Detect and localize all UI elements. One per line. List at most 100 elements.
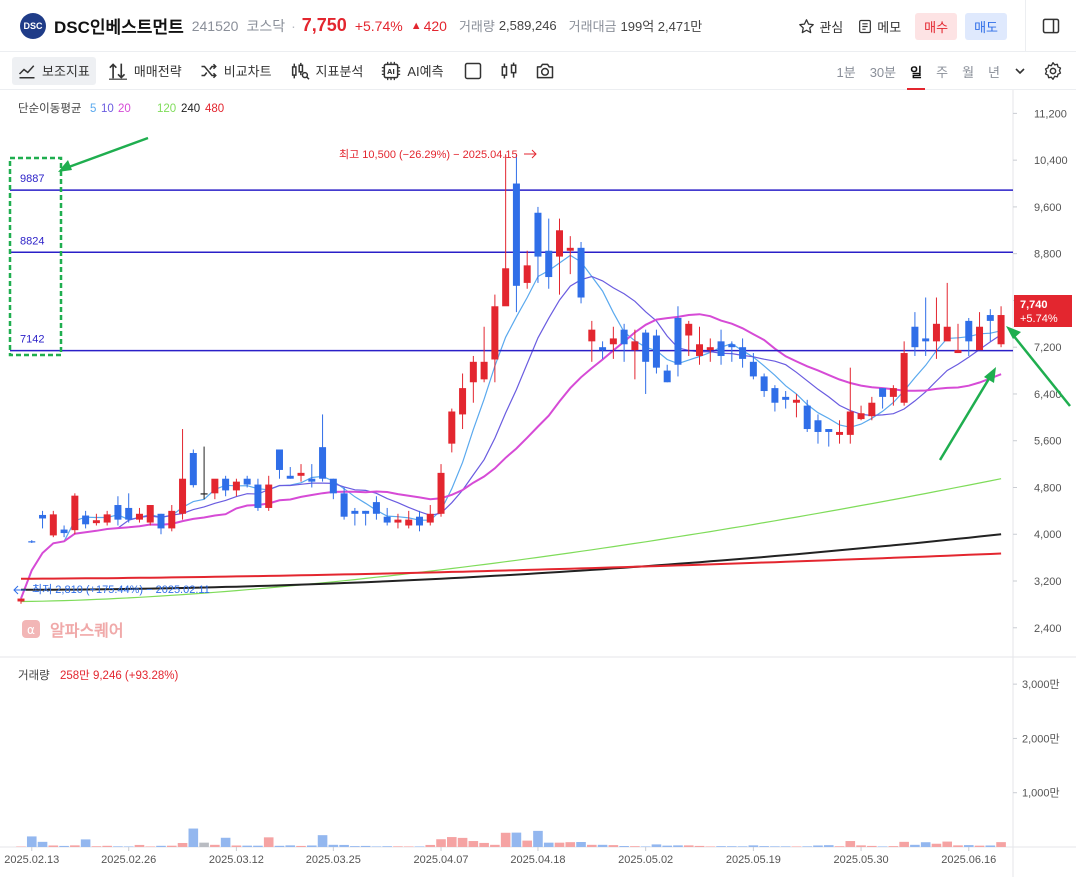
volume-bar bbox=[877, 846, 888, 847]
volume-bar bbox=[253, 845, 263, 847]
ai-predict-button[interactable]: AI AI예측 bbox=[375, 57, 449, 85]
candle-body bbox=[825, 429, 833, 432]
watch-button[interactable]: 관심 bbox=[798, 17, 843, 36]
period-more-button[interactable] bbox=[1014, 52, 1026, 90]
moving-average-lines bbox=[20, 254, 1002, 603]
volume-bar bbox=[737, 846, 748, 847]
ma-240-line bbox=[21, 533, 1002, 591]
candle bbox=[706, 338, 714, 362]
volume-bar bbox=[468, 841, 479, 847]
candle-body bbox=[394, 519, 402, 523]
period-month[interactable]: 월 bbox=[962, 64, 975, 80]
indicator-icon bbox=[18, 64, 35, 78]
candle bbox=[900, 341, 908, 406]
candle-body bbox=[609, 338, 617, 345]
candle-body bbox=[674, 317, 682, 365]
volume-bar bbox=[554, 842, 565, 847]
date-tick-label: 2025.03.12 bbox=[209, 854, 264, 866]
period-30min[interactable]: 30분 bbox=[869, 64, 897, 80]
period-day[interactable]: 일 bbox=[907, 52, 926, 90]
candle-body bbox=[426, 513, 434, 523]
screenshot-button[interactable] bbox=[532, 57, 558, 85]
strategy-button[interactable]: 매매전략 bbox=[102, 57, 188, 85]
indicator-button[interactable]: 보조지표 bbox=[12, 56, 96, 85]
compare-button[interactable]: 비교차트 bbox=[194, 57, 278, 85]
stock-market: 코스닥 bbox=[246, 17, 286, 34]
period-week[interactable]: 주 bbox=[936, 64, 949, 80]
candle bbox=[782, 391, 790, 409]
candle bbox=[60, 525, 68, 538]
trade-amount-value: 199억 2,471만 bbox=[620, 19, 703, 34]
volume-bar bbox=[727, 846, 737, 847]
settings-button[interactable] bbox=[1040, 58, 1066, 84]
candle-body bbox=[232, 481, 240, 491]
volume-bar bbox=[899, 841, 909, 847]
candle bbox=[437, 464, 445, 517]
chart-toolbar: 보조지표 매매전략 비교차트 지표분석 AI AI예측 1분 30분 bbox=[0, 52, 1076, 90]
volume-bar bbox=[576, 842, 586, 847]
candle-body bbox=[663, 370, 671, 383]
period-1min[interactable]: 1분 bbox=[836, 64, 856, 80]
candle bbox=[308, 464, 316, 488]
candle-body bbox=[523, 265, 531, 283]
candle-body bbox=[792, 399, 800, 403]
date-tick-label: 2025.04.18 bbox=[510, 854, 565, 866]
candle-body bbox=[200, 493, 208, 495]
ma-10-line bbox=[20, 275, 1002, 599]
date-tick-label: 2025.05.19 bbox=[726, 854, 781, 866]
volume-bar bbox=[694, 845, 705, 847]
volume-tick-label: 3,000만 bbox=[1022, 678, 1060, 691]
volume-label: 거래량 bbox=[458, 19, 495, 34]
memo-button[interactable]: 메모 bbox=[857, 17, 901, 36]
side-panel-button[interactable] bbox=[1026, 0, 1076, 52]
candle-chart-type-button[interactable] bbox=[496, 57, 522, 85]
candle-body bbox=[168, 510, 176, 529]
candle bbox=[792, 393, 800, 418]
price-tick-label: 3,200 bbox=[1034, 576, 1062, 588]
buy-button[interactable]: 매수 bbox=[915, 12, 958, 40]
volume-bar bbox=[996, 842, 1006, 847]
volume-bar bbox=[263, 837, 274, 847]
candle bbox=[674, 306, 682, 377]
volume-bar bbox=[48, 845, 59, 847]
chart-axes: 11,20010,4009,6008,8008,0007,2006,4005,6… bbox=[4, 108, 1067, 866]
date-tick-label: 2025.02.13 bbox=[4, 854, 59, 866]
analysis-button[interactable]: 지표분석 bbox=[284, 57, 370, 85]
candle-body bbox=[340, 493, 348, 517]
candle bbox=[868, 396, 876, 421]
candle-body bbox=[92, 520, 100, 524]
candle bbox=[836, 420, 844, 444]
header-divider bbox=[1025, 0, 1026, 52]
candle-body bbox=[512, 183, 520, 286]
svg-text:AI: AI bbox=[388, 67, 396, 75]
candle-body bbox=[319, 447, 327, 479]
level-highlight-box bbox=[8, 156, 63, 357]
volume-bar bbox=[500, 832, 511, 847]
candle-body bbox=[620, 329, 628, 345]
volume-value: 2,589,246 bbox=[498, 18, 557, 33]
candle-body bbox=[157, 513, 165, 529]
volume-bar bbox=[70, 845, 80, 847]
candle bbox=[491, 294, 499, 383]
period-selector: 1분 30분 일 주 월 년 bbox=[823, 52, 1027, 90]
candle-body bbox=[372, 502, 380, 514]
sell-button[interactable]: 매도 bbox=[965, 12, 1007, 40]
chevron-down-icon bbox=[1015, 68, 1025, 75]
candle-body bbox=[534, 212, 542, 257]
candle-body bbox=[879, 388, 887, 397]
date-tick-label: 2025.03.25 bbox=[306, 854, 361, 866]
candle-body bbox=[502, 268, 510, 307]
line-chart-type-button[interactable] bbox=[460, 57, 486, 85]
candle bbox=[599, 341, 607, 359]
candle bbox=[663, 364, 671, 383]
volume-bar bbox=[920, 842, 931, 847]
volume-bar bbox=[350, 846, 360, 847]
period-year[interactable]: 년 bbox=[988, 64, 1000, 80]
candle bbox=[265, 475, 273, 511]
company-logo: DSC bbox=[20, 12, 46, 39]
price-tick-label: 5,600 bbox=[1034, 436, 1062, 448]
volume-bar bbox=[102, 845, 112, 847]
candle bbox=[976, 312, 984, 351]
volume-bar bbox=[759, 846, 769, 847]
